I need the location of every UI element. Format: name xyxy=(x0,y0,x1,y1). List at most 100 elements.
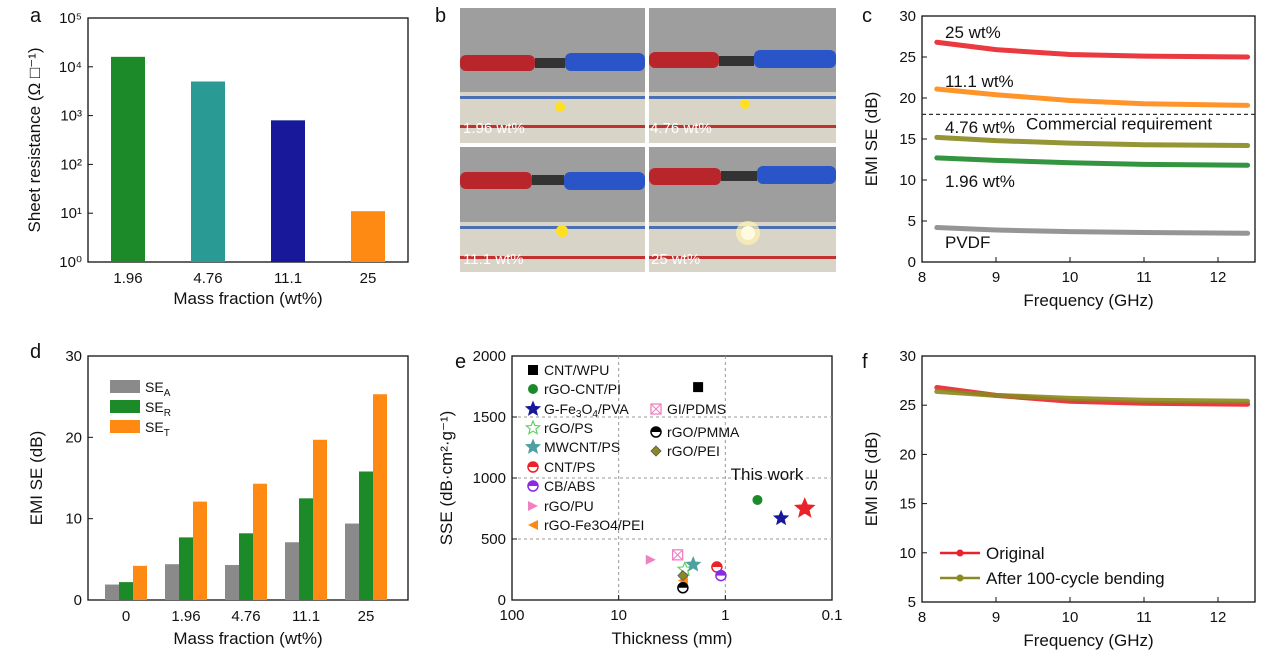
chart-e-legend-marker-half xyxy=(651,427,661,432)
chart-d-ylabel: EMI SE (dB) xyxy=(27,431,46,525)
chart-d-xtick-label: 0 xyxy=(122,608,130,625)
chart-d-bar xyxy=(345,523,359,600)
chart-d-legend-label: SET xyxy=(145,419,170,439)
photo-mosaic: 1.96 wt% 4.76 wt% 11.1 wt% xyxy=(460,8,836,272)
chart-e-legend-marker-x xyxy=(650,403,662,415)
chart-e-legend-label: rGO/PEI xyxy=(667,443,720,459)
chart-e-legend-marker xyxy=(524,419,542,435)
chart-e-legend-label: rGO/PMMA xyxy=(667,424,740,440)
photo-4-76: 4.76 wt% xyxy=(649,8,836,143)
chart-a-bar xyxy=(351,211,385,262)
chart-f-frame xyxy=(921,355,1256,603)
chart-e-legend-marker xyxy=(524,400,542,416)
chart-a-ytick-label: 10⁰ xyxy=(59,254,82,271)
chart-c-ytick-label: 30 xyxy=(899,8,916,25)
chart-d-bar xyxy=(179,537,193,600)
chart-d-bar xyxy=(225,565,239,600)
chart-d-legend-label: SER xyxy=(145,399,171,419)
chart-c-series-label: PVDF xyxy=(945,233,990,252)
chart-d-bar xyxy=(239,533,253,600)
photo-11-1: 11.1 wt% xyxy=(460,147,645,272)
chart-d-ytick-label: 20 xyxy=(65,429,82,446)
chart-e-legend-marker xyxy=(650,426,662,438)
chart-f-legend-label: Original xyxy=(986,544,1045,563)
chart-f-xtick-label: 11 xyxy=(1136,609,1152,626)
chart-e-point xyxy=(685,556,702,572)
chart-e-point xyxy=(693,382,704,393)
chart-e-point xyxy=(677,570,689,582)
chart-a-xtick-label: 25 xyxy=(360,270,377,287)
chart-a-bar xyxy=(191,81,225,262)
chart-a-xlabel: Mass fraction (wt%) xyxy=(173,289,322,308)
chart-e-ytick-label: 1000 xyxy=(473,470,506,487)
chart-e-legend-label: rGO/PU xyxy=(544,498,594,514)
chart-a-ytick-label: 10⁴ xyxy=(59,59,82,76)
chart-e-legend-label: rGO/PS xyxy=(544,420,593,436)
chart-e-legend-label: rGO-CNT/PI xyxy=(544,381,621,397)
chart-d-legend-swatch xyxy=(110,400,140,413)
chart-c-ylabel: EMI SE (dB) xyxy=(862,92,881,186)
chart-e-legend-marker xyxy=(650,445,662,457)
chart-f-xtick-label: 12 xyxy=(1210,609,1227,626)
photo-label-1-96: 1.96 wt% xyxy=(463,120,525,137)
chart-e-point-x xyxy=(672,549,684,561)
chart-f-ytick-label: 15 xyxy=(899,496,916,513)
chart-e-point-half xyxy=(715,570,726,576)
chart-d-ytick-label: 30 xyxy=(65,348,82,365)
chart-e-legend-marker xyxy=(528,501,538,511)
panel-letter-e: e xyxy=(455,351,466,373)
chart-e-legend-marker xyxy=(524,438,542,454)
chart-c-xtick-label: 12 xyxy=(1210,269,1227,286)
chart-e-legend-label: CNT/WPU xyxy=(544,362,609,378)
chart-f-ylabel: EMI SE (dB) xyxy=(862,432,881,526)
chart-c-ytick-label: 10 xyxy=(899,172,916,189)
chart-e-ytick-label: 500 xyxy=(481,531,506,548)
chart-a-bar xyxy=(111,56,145,262)
chart-d-bar xyxy=(285,542,299,600)
panel-letter-b: b xyxy=(435,5,446,27)
chart-d-bar xyxy=(133,565,147,600)
chart-f-ytick-label: 10 xyxy=(899,545,916,562)
chart-e-ytick-label: 1500 xyxy=(473,409,506,426)
chart-d-bar xyxy=(373,394,387,600)
chart-c-series-line xyxy=(934,155,1251,168)
chart-c-ytick-label: 0 xyxy=(908,254,916,271)
chart-d-legend-label: SEA xyxy=(145,379,171,399)
chart-d-xtick-label: 4.76 xyxy=(231,608,260,625)
chart-e-legend-label: CNT/PS xyxy=(544,459,595,475)
chart-f-xtick-label: 9 xyxy=(992,609,1000,626)
chart-e-point-half xyxy=(711,562,722,568)
chart-e-legend-marker xyxy=(527,480,539,492)
panel-letter-d: d xyxy=(30,341,41,363)
chart-c-series-line xyxy=(934,225,1251,236)
chart-c-series-label: 25 wt% xyxy=(945,23,1001,42)
chart-d-bar xyxy=(193,501,207,600)
chart-e-legend-marker xyxy=(650,403,662,415)
chart-e-point xyxy=(645,554,656,565)
chart-f-series-line xyxy=(934,388,1251,404)
chart-c-reference-label: Commercial requirement xyxy=(1026,114,1212,133)
chart-e-legend-label: GI/PDMS xyxy=(667,401,726,417)
chart-f-ytick-label: 5 xyxy=(908,594,916,611)
panel-letter-a: a xyxy=(30,5,42,27)
chart-e-legend-marker xyxy=(527,461,539,473)
chart-e-ytick-label: 2000 xyxy=(473,348,506,365)
chart-f-ytick-label: 30 xyxy=(899,348,916,365)
chart-e-point-box xyxy=(671,549,684,561)
chart-d-bar xyxy=(359,471,373,600)
chart-e-ylabel: SSE (dB·cm²·g⁻¹) xyxy=(437,411,456,546)
chart-c-xtick-label: 9 xyxy=(992,269,1000,286)
chart-c-series-label: 1.96 wt% xyxy=(945,172,1015,191)
chart-e-legend-marker-half xyxy=(528,481,538,486)
chart-d-bar xyxy=(313,439,327,600)
chart-c-series-line xyxy=(934,134,1251,149)
chart-e-legend-label: CB/ABS xyxy=(544,478,595,494)
chart-e-point xyxy=(752,494,763,505)
chart-e-legend-marker xyxy=(528,520,538,530)
chart-c-xtick-label: 10 xyxy=(1062,269,1079,286)
chart-c-series-label: 11.1 wt% xyxy=(945,72,1014,91)
chart-a-xtick-label: 1.96 xyxy=(113,270,142,287)
chart-d-xtick-label: 11.1 xyxy=(292,608,320,625)
chart-c-ytick-label: 5 xyxy=(908,213,916,230)
